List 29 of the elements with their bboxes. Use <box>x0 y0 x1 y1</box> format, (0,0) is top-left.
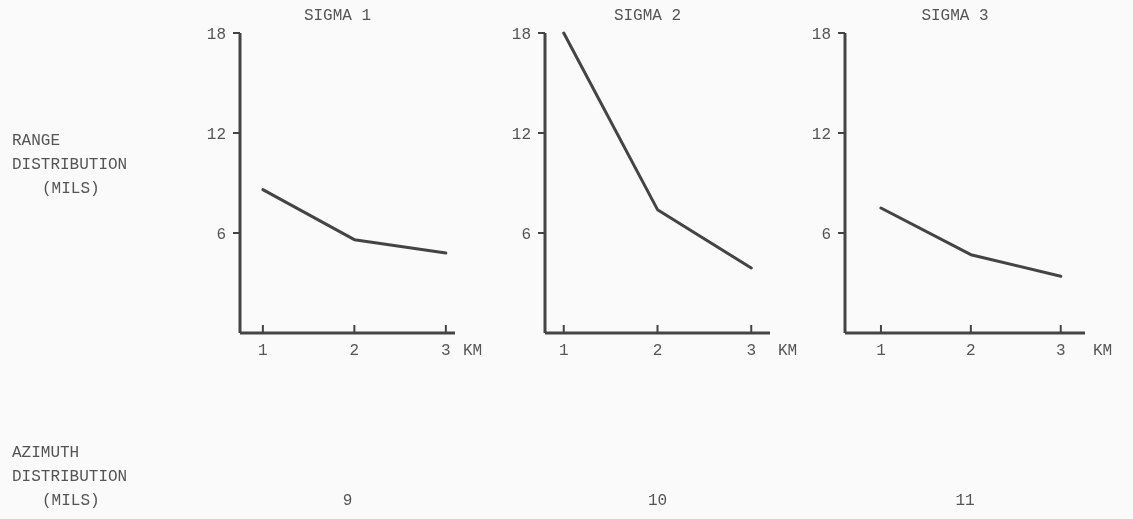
x-tick-label: 1 <box>876 342 886 360</box>
x-tick-label: 2 <box>652 342 663 360</box>
x-tick-label: 1 <box>258 342 268 360</box>
y-tick-label: 12 <box>511 125 531 144</box>
y-tick-label: 18 <box>206 25 226 44</box>
chart-title: SIGMA 1 <box>303 7 372 25</box>
y-tick-label: 6 <box>821 225 831 244</box>
text: 11 <box>955 492 975 510</box>
x-axis-title: KM <box>463 342 483 360</box>
x-tick-label: 3 <box>441 342 451 360</box>
text: AZIMUTH DISTRIBUTION (MILS) <box>12 444 128 510</box>
y-tick-label: 12 <box>811 125 831 144</box>
chart-title: SIGMA 2 <box>613 7 682 25</box>
chart-title: SIGMA 3 <box>921 7 989 25</box>
y-tick-label: 18 <box>511 25 531 44</box>
text: 10 <box>647 492 668 510</box>
y-tick-label: 6 <box>216 225 226 244</box>
x-axis-title: KM <box>778 342 798 360</box>
text: 9 <box>342 492 353 510</box>
y-tick-label: 12 <box>206 125 226 144</box>
x-tick-label: 2 <box>966 342 976 360</box>
x-tick-label: 2 <box>349 342 360 360</box>
x-tick-label: 3 <box>746 342 757 360</box>
y-tick-label: 18 <box>811 25 831 44</box>
x-tick-label: 1 <box>558 342 569 360</box>
y-axis-title: RANGE DISTRIBUTION (MILS) <box>12 132 128 198</box>
x-tick-label: 3 <box>1055 342 1066 360</box>
x-axis-title: KM <box>1093 342 1113 360</box>
y-tick-label: 6 <box>521 225 531 244</box>
